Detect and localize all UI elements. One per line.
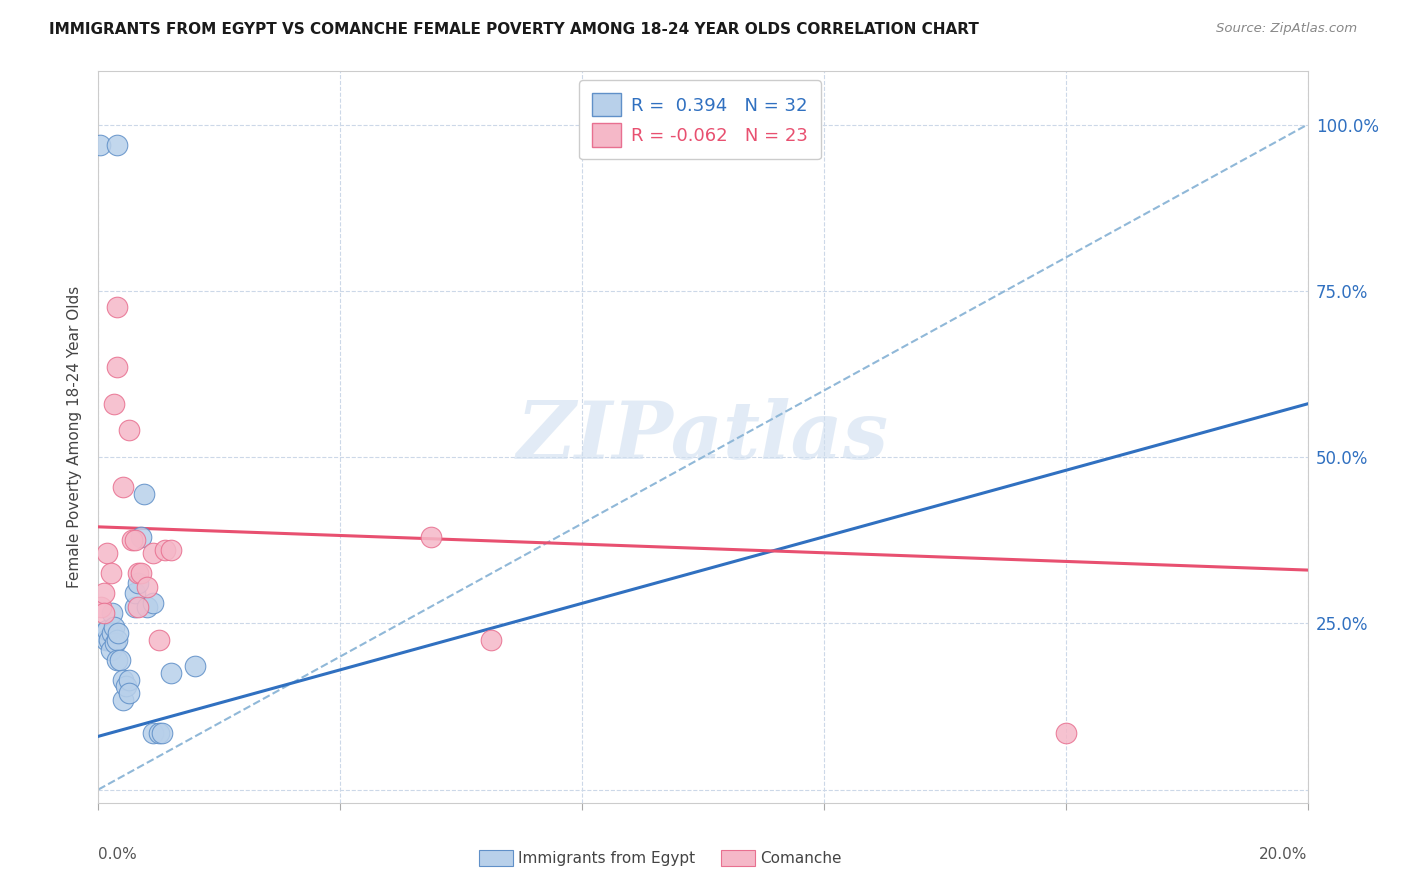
Point — [98, 632, 121, 647]
Point — [129, 566, 152, 581]
Text: Source: ZipAtlas.com: Source: ZipAtlas.com — [1216, 22, 1357, 36]
Point — [124, 599, 146, 614]
Point — [93, 586, 115, 600]
Point — [135, 580, 157, 594]
Point — [105, 360, 128, 375]
Point — [103, 397, 125, 411]
Point — [105, 632, 128, 647]
Point — [100, 607, 122, 621]
Point — [93, 626, 115, 640]
Point — [90, 599, 112, 614]
Point — [100, 643, 122, 657]
Point — [135, 599, 157, 614]
Point — [142, 596, 165, 610]
Point — [103, 619, 125, 633]
Point — [124, 586, 146, 600]
Point — [150, 726, 173, 740]
Bar — [721, 850, 755, 866]
Text: ZIPatlas: ZIPatlas — [517, 399, 889, 475]
Point — [89, 137, 111, 152]
Point — [105, 137, 128, 152]
Point — [142, 726, 165, 740]
Y-axis label: Female Poverty Among 18-24 Year Olds: Female Poverty Among 18-24 Year Olds — [67, 286, 83, 588]
Point — [124, 533, 146, 548]
Point — [127, 599, 149, 614]
Text: 20.0%: 20.0% — [1260, 847, 1308, 862]
Text: Immigrants from Egypt: Immigrants from Egypt — [517, 851, 695, 866]
Point — [129, 530, 152, 544]
Point — [148, 726, 170, 740]
Point — [132, 486, 155, 500]
Point — [184, 659, 207, 673]
Point — [111, 480, 134, 494]
Point — [107, 626, 129, 640]
Legend: R =  0.394   N = 32, R = -0.062   N = 23: R = 0.394 N = 32, R = -0.062 N = 23 — [579, 80, 821, 160]
Point — [101, 626, 124, 640]
Point — [127, 576, 149, 591]
Point — [481, 632, 503, 647]
Point — [118, 424, 141, 438]
Point — [420, 530, 443, 544]
Point — [104, 636, 127, 650]
Point — [118, 686, 141, 700]
Text: Comanche: Comanche — [759, 851, 841, 866]
Point — [160, 543, 183, 558]
Point — [105, 301, 128, 315]
Point — [93, 607, 115, 621]
Point — [1054, 726, 1077, 740]
Point — [148, 632, 170, 647]
Point — [105, 653, 128, 667]
Bar — [479, 850, 513, 866]
Point — [142, 546, 165, 560]
Point — [96, 623, 118, 637]
Point — [121, 533, 143, 548]
Point — [160, 666, 183, 681]
Point — [108, 653, 131, 667]
Text: 0.0%: 0.0% — [98, 847, 138, 862]
Point — [111, 673, 134, 687]
Point — [153, 543, 176, 558]
Point — [111, 692, 134, 706]
Point — [96, 546, 118, 560]
Point — [118, 673, 141, 687]
Point — [127, 566, 149, 581]
Text: IMMIGRANTS FROM EGYPT VS COMANCHE FEMALE POVERTY AMONG 18-24 YEAR OLDS CORRELATI: IMMIGRANTS FROM EGYPT VS COMANCHE FEMALE… — [49, 22, 979, 37]
Point — [94, 632, 117, 647]
Point — [100, 566, 122, 581]
Point — [114, 680, 136, 694]
